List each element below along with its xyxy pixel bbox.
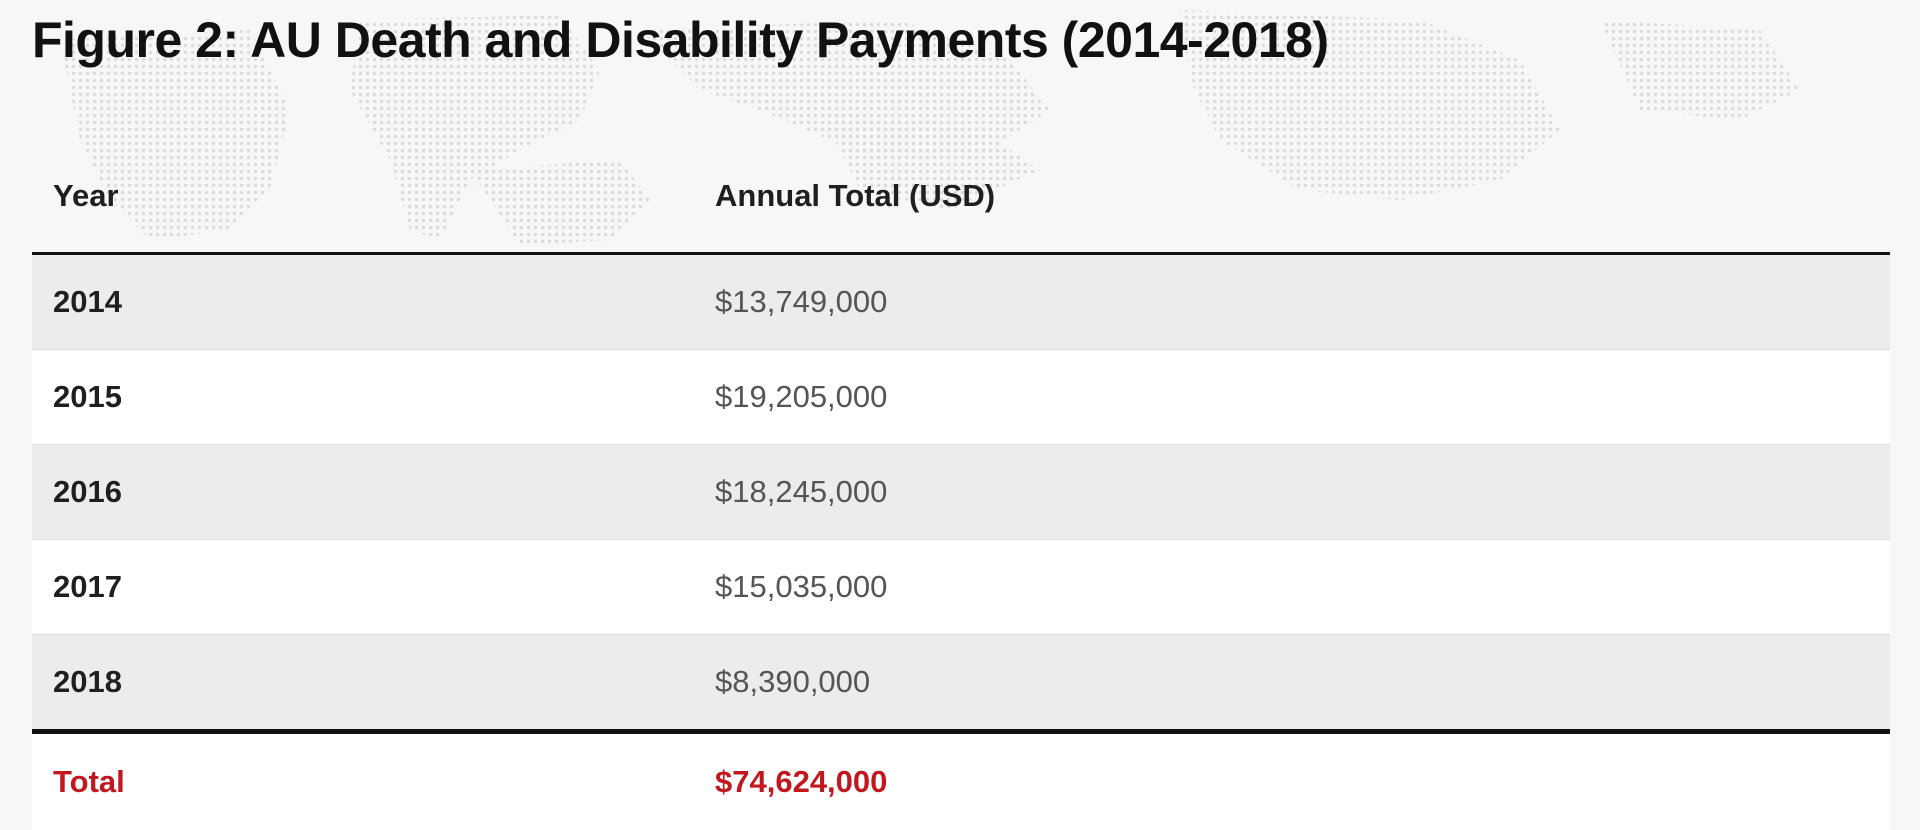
annual-total-cell: $8,390,000: [694, 635, 1890, 732]
year-cell: 2018: [32, 635, 694, 732]
figure-title: Figure 2: AU Death and Disability Paymen…: [32, 8, 1329, 72]
figure-container: Figure 2: AU Death and Disability Paymen…: [0, 0, 1920, 813]
payments-table: Year Annual Total (USD) 2014 $13,749,000…: [32, 150, 1890, 830]
table-header-row: Year Annual Total (USD): [32, 150, 1890, 254]
annual-total-cell: $15,035,000: [694, 540, 1890, 635]
total-row: Total $74,624,000: [32, 732, 1890, 830]
table-row: 2016 $18,245,000: [32, 445, 1890, 540]
annual-total-cell: $18,245,000: [694, 445, 1890, 540]
table-row: 2015 $19,205,000: [32, 350, 1890, 445]
year-cell: 2017: [32, 540, 694, 635]
annual-total-cell: $19,205,000: [694, 350, 1890, 445]
table-row: 2014 $13,749,000: [32, 254, 1890, 350]
column-header-annual-total: Annual Total (USD): [694, 150, 1890, 254]
annual-total-cell: $13,749,000: [694, 254, 1890, 350]
table-row: 2018 $8,390,000: [32, 635, 1890, 732]
year-cell: 2016: [32, 445, 694, 540]
total-label: Total: [32, 732, 694, 830]
table-row: 2017 $15,035,000: [32, 540, 1890, 635]
total-amount: $74,624,000: [694, 732, 1890, 830]
column-header-year: Year: [32, 150, 694, 254]
year-cell: 2015: [32, 350, 694, 445]
year-cell: 2014: [32, 254, 694, 350]
